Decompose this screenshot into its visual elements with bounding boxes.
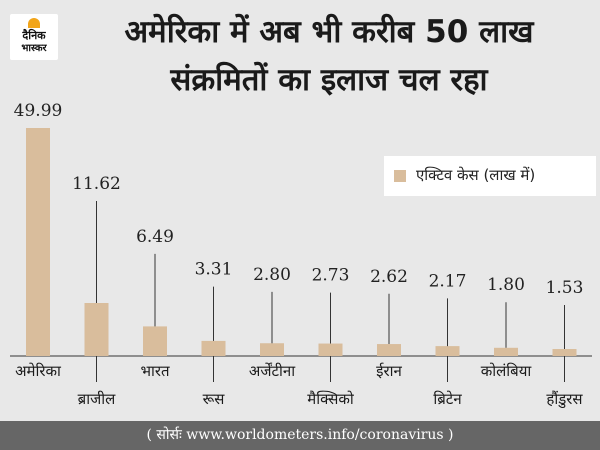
category-label: ब्राजील (78, 390, 116, 408)
data-label: 2.62 (370, 267, 408, 287)
category-label: कोलंबिया (481, 362, 533, 380)
data-label: 2.17 (429, 271, 467, 291)
bar (260, 343, 284, 356)
data-label: 1.53 (546, 278, 584, 298)
data-label: 6.49 (136, 227, 174, 247)
bar-chart: 49.99 अमेरिका 11.62 ब्राजील 6.49 भारत 3.31 रूस 2… (10, 101, 592, 409)
sun-icon (28, 18, 40, 28)
category-label: अर्जेंटीना (249, 362, 296, 380)
data-label: 2.80 (253, 265, 291, 285)
legend-label: एक्टिव केस (लाख में) (416, 166, 536, 184)
data-label: 3.31 (195, 260, 233, 280)
data-label: 49.99 (14, 101, 63, 121)
bar (143, 326, 167, 356)
category-label: रूस (203, 390, 226, 408)
category-label: मैक्सिको (307, 390, 355, 408)
brand-line2: भास्कर (21, 43, 47, 54)
data-label: 1.80 (487, 275, 525, 295)
data-label: 2.73 (312, 266, 350, 286)
bar (318, 343, 343, 356)
category-label: ब्रिटेन (433, 390, 462, 408)
bar (84, 303, 109, 356)
bar (201, 340, 226, 356)
data-label: 11.62 (72, 174, 121, 194)
bar (552, 349, 577, 356)
brand-line1: दैनिक (22, 29, 46, 42)
legend-swatch (394, 170, 406, 182)
brand-logo: दैनिक भास्कर (10, 14, 58, 60)
chart-title-line2: संक्रमितों का इलाज चल रहा (170, 62, 488, 98)
category-label: हौंडुरस (546, 390, 583, 409)
bar (26, 128, 50, 356)
chart-legend: एक्टिव केस (लाख में) (384, 156, 596, 196)
chart-title-line1: अमेरिका में अब भी करीब 50 लाख (124, 14, 534, 50)
bar (377, 344, 401, 356)
category-label: भारत (140, 362, 170, 380)
category-label: अमेरिका (15, 362, 62, 380)
bar (435, 346, 460, 356)
source-footer: ( सोर्सः www.worldometers.info/coronavir… (0, 421, 600, 450)
bar (494, 347, 518, 356)
category-label: ईरान (376, 362, 402, 380)
